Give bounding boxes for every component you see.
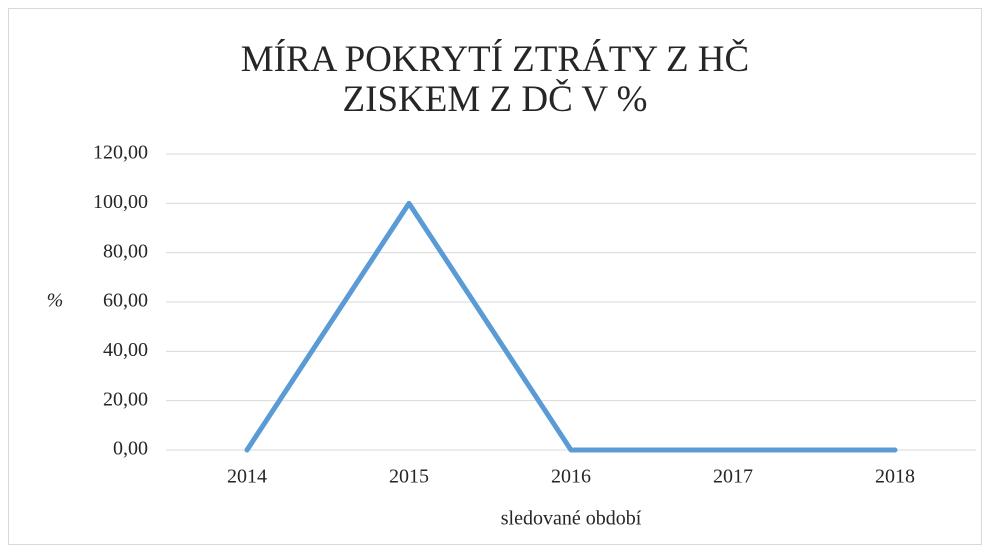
y-tick-label: 120,00 [93,142,148,164]
x-tick-label: 2014 [227,466,267,488]
chart-frame [8,8,982,545]
y-axis-label: % [47,290,64,312]
y-tick-label: 20,00 [103,388,148,410]
y-tick-label: 40,00 [103,339,148,361]
x-tick-label: 2017 [713,466,753,488]
x-tick-label: 2018 [875,466,915,488]
y-tick-label: 100,00 [93,191,148,213]
chart-title: MÍRA POKRYTÍ ZTRÁTY Z HČ ZISKEM Z DČ V % [240,39,750,120]
y-tick-label: 0,00 [113,438,148,460]
x-tick-label: 2015 [389,466,429,488]
y-tick-label: 80,00 [103,240,148,262]
x-tick-label: 2016 [551,466,591,488]
x-axis-label: sledované období [501,508,642,530]
data-line [244,200,898,453]
y-tick-label: 60,00 [103,290,148,312]
